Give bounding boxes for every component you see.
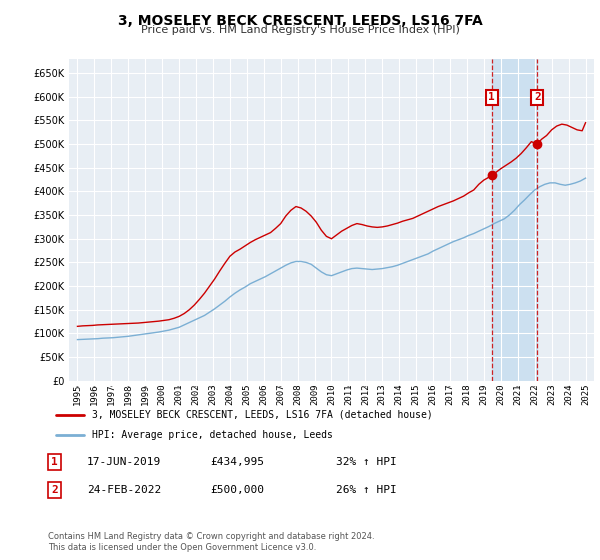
Text: 1996: 1996 <box>90 384 99 405</box>
Text: £434,995: £434,995 <box>210 457 264 467</box>
Text: 2015: 2015 <box>412 384 421 405</box>
Text: 2018: 2018 <box>463 384 472 405</box>
Text: 2019: 2019 <box>479 384 488 405</box>
Text: 1: 1 <box>51 457 58 467</box>
Text: 2007: 2007 <box>276 384 285 405</box>
Text: 17-JUN-2019: 17-JUN-2019 <box>87 457 161 467</box>
Text: Price paid vs. HM Land Registry's House Price Index (HPI): Price paid vs. HM Land Registry's House … <box>140 25 460 35</box>
Text: 2005: 2005 <box>242 384 251 405</box>
Text: 32% ↑ HPI: 32% ↑ HPI <box>336 457 397 467</box>
Text: 2012: 2012 <box>361 384 370 405</box>
Text: 2004: 2004 <box>226 384 235 405</box>
Text: £500,000: £500,000 <box>210 485 264 495</box>
Text: 24-FEB-2022: 24-FEB-2022 <box>87 485 161 495</box>
Text: 2008: 2008 <box>293 384 302 405</box>
Text: 1995: 1995 <box>73 384 82 405</box>
Text: 2021: 2021 <box>513 384 522 405</box>
Text: 2023: 2023 <box>547 384 556 405</box>
Text: 2024: 2024 <box>564 384 573 405</box>
Text: 2020: 2020 <box>496 384 505 405</box>
Text: 2010: 2010 <box>327 384 336 405</box>
Text: Contains HM Land Registry data © Crown copyright and database right 2024.: Contains HM Land Registry data © Crown c… <box>48 532 374 541</box>
Text: 2000: 2000 <box>158 384 167 405</box>
Text: HPI: Average price, detached house, Leeds: HPI: Average price, detached house, Leed… <box>92 430 332 440</box>
Text: 2014: 2014 <box>395 384 404 405</box>
Text: 2: 2 <box>534 92 541 102</box>
Text: 3, MOSELEY BECK CRESCENT, LEEDS, LS16 7FA: 3, MOSELEY BECK CRESCENT, LEEDS, LS16 7F… <box>118 14 482 28</box>
Text: 2002: 2002 <box>191 384 200 405</box>
Text: 1997: 1997 <box>107 384 116 405</box>
Text: 2017: 2017 <box>446 384 455 405</box>
Text: 2003: 2003 <box>208 384 217 405</box>
Text: 2022: 2022 <box>530 384 539 405</box>
Text: 1: 1 <box>488 92 495 102</box>
Text: 2016: 2016 <box>428 384 437 405</box>
Text: 26% ↑ HPI: 26% ↑ HPI <box>336 485 397 495</box>
Text: 2001: 2001 <box>175 384 184 405</box>
Text: 1998: 1998 <box>124 384 133 405</box>
Text: This data is licensed under the Open Government Licence v3.0.: This data is licensed under the Open Gov… <box>48 543 316 552</box>
Text: 2009: 2009 <box>310 384 319 405</box>
Text: 2006: 2006 <box>259 384 268 405</box>
Text: 2: 2 <box>51 485 58 495</box>
Text: 2025: 2025 <box>581 384 590 405</box>
Text: 2013: 2013 <box>378 384 387 405</box>
Bar <box>492 59 537 381</box>
Text: 2011: 2011 <box>344 384 353 405</box>
Text: 3, MOSELEY BECK CRESCENT, LEEDS, LS16 7FA (detached house): 3, MOSELEY BECK CRESCENT, LEEDS, LS16 7F… <box>92 410 433 420</box>
Text: 1999: 1999 <box>141 384 150 405</box>
